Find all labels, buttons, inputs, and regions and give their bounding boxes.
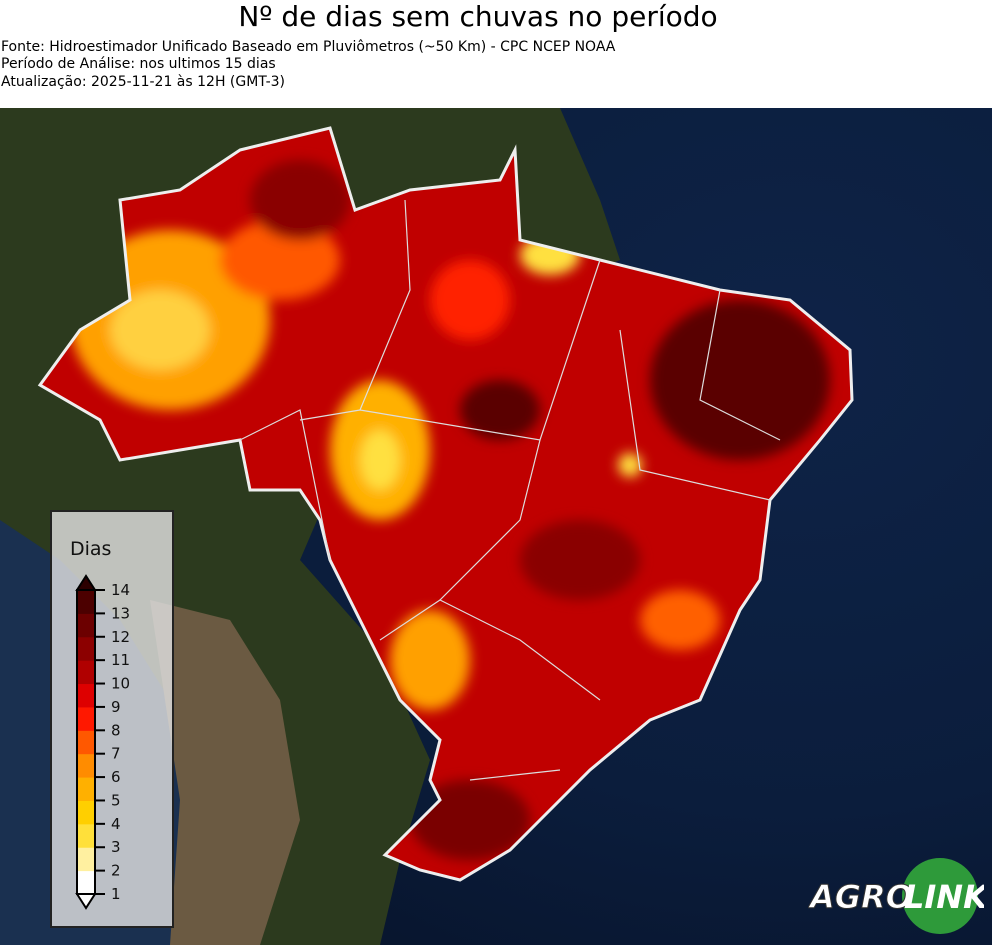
colorbar-tick-label: 14 bbox=[111, 581, 130, 599]
legend-title: Dias bbox=[70, 538, 112, 560]
colorbar-segment bbox=[77, 730, 95, 755]
colorbar-under-arrow bbox=[75, 893, 97, 910]
colorbar-segment bbox=[77, 660, 95, 685]
colorbar-tick-label: 1 bbox=[111, 885, 121, 903]
colorbar-tick-label: 11 bbox=[111, 651, 130, 669]
update-text: Atualização: 2025-11-21 às 12H (GMT-3) bbox=[1, 74, 285, 90]
period-text: Período de Análise: nos ultimos 15 dias bbox=[1, 56, 276, 72]
colorbar-segment bbox=[77, 613, 95, 638]
svg-text:LINK: LINK bbox=[904, 878, 984, 916]
legend: Dias 1 2 3 4 5 6 7 8 9 10 11 12 13 14 bbox=[50, 510, 174, 928]
source-text: Fonte: Hidroestimador Unificado Baseado … bbox=[1, 39, 616, 55]
colorbar-tick-label: 9 bbox=[111, 698, 121, 716]
colorbar-segment bbox=[77, 753, 95, 778]
colorbar-segment bbox=[77, 590, 95, 614]
colorbar-segment bbox=[77, 683, 95, 708]
agrolink-logo: AGRO LINK bbox=[808, 858, 984, 934]
colorbar-frame bbox=[76, 589, 96, 895]
colorbar-tick-label: 7 bbox=[111, 745, 121, 763]
andes-land bbox=[150, 600, 300, 945]
colorbar-tick-label: 3 bbox=[111, 838, 121, 856]
colorbar-tick-label: 4 bbox=[111, 815, 121, 833]
colorbar-tick-label: 6 bbox=[111, 768, 121, 786]
colorbar-segment bbox=[77, 823, 95, 848]
colorbar-tick-label: 5 bbox=[111, 791, 121, 809]
svg-text:AGRO: AGRO bbox=[808, 878, 913, 916]
colorbar-over-arrow bbox=[75, 574, 97, 591]
colorbar-tick-label: 12 bbox=[111, 628, 130, 646]
colorbar-segment bbox=[77, 870, 95, 895]
state-borders bbox=[239, 199, 781, 781]
colorbar-tick-label: 8 bbox=[111, 721, 121, 739]
colorbar-tick-label: 13 bbox=[111, 604, 130, 622]
colorbar-tick-label: 10 bbox=[111, 675, 130, 693]
map-title: Nº de dias sem chuvas no período bbox=[238, 0, 718, 33]
colorbar-segment bbox=[77, 800, 95, 825]
colorbar-segment bbox=[77, 777, 95, 801]
colorbar-tick-label: 2 bbox=[111, 862, 121, 880]
colorbar-segment bbox=[77, 636, 95, 661]
colorbar-segment bbox=[77, 847, 95, 872]
colorbar-segment bbox=[77, 706, 95, 731]
